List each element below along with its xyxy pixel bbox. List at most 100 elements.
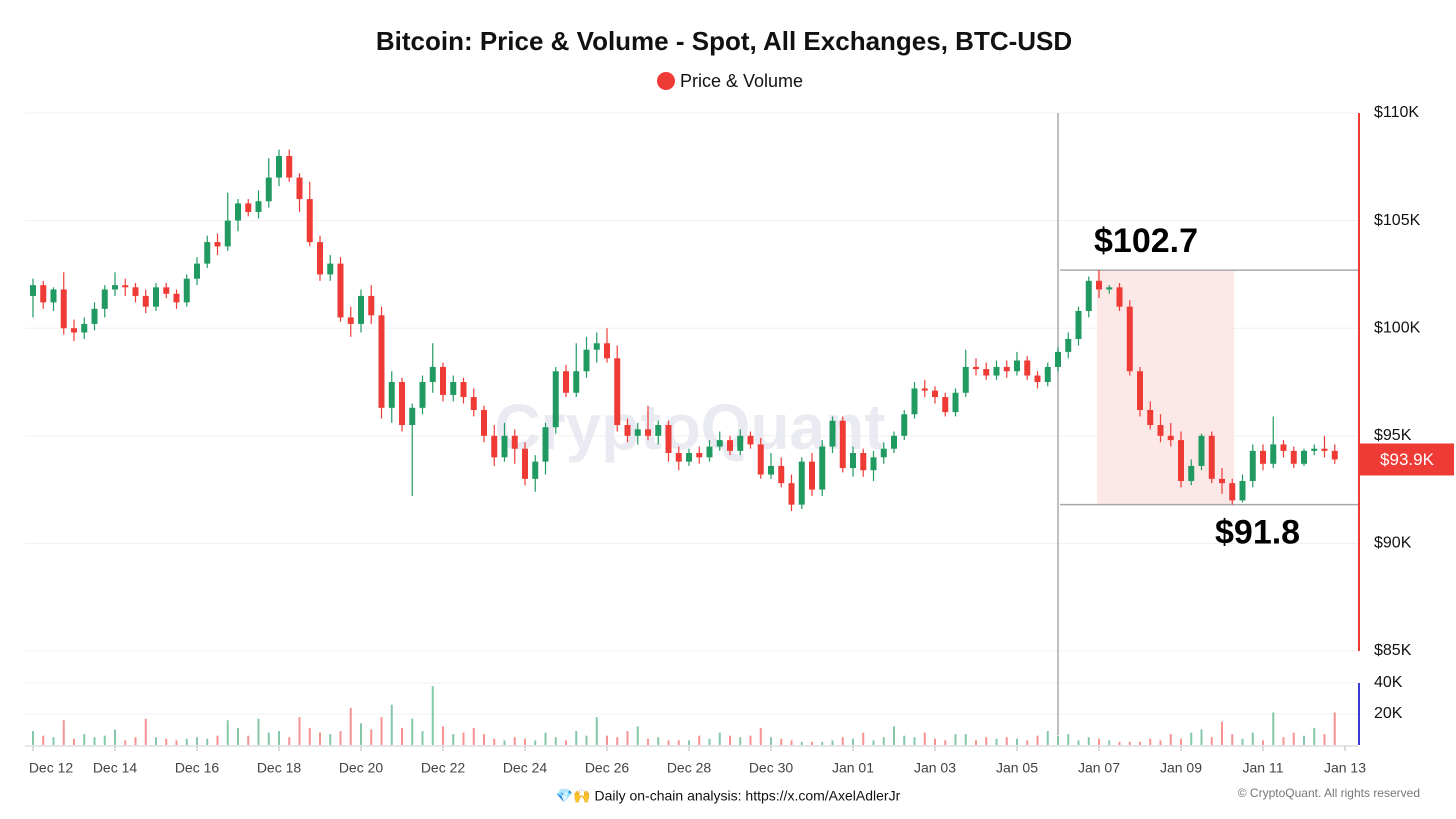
volume-bar (759, 727, 762, 745)
candle-body (30, 285, 36, 296)
volume-bar (380, 717, 383, 745)
volume-bar (780, 738, 783, 745)
candle-body (614, 358, 621, 426)
volume-bar (1005, 737, 1008, 745)
volume-bar (1200, 729, 1203, 745)
candle-body (153, 287, 159, 307)
volume-bar (811, 741, 813, 745)
candle-body (716, 440, 723, 447)
candle-body (1126, 306, 1133, 372)
candle-body (860, 453, 867, 471)
annotation-label: $102.7 (1094, 222, 1198, 260)
candle-body (1106, 287, 1113, 290)
candle-body (1044, 366, 1051, 382)
candle-body (388, 382, 395, 408)
candle-body (429, 366, 436, 382)
candle-body (460, 382, 467, 398)
candle-body (347, 317, 354, 324)
volume-bar (1026, 740, 1029, 745)
x-tick-label: Dec 30 (749, 760, 794, 776)
x-tick-label: Jan 07 (1078, 760, 1120, 776)
candle-body (788, 483, 795, 505)
volume-bar (1067, 734, 1070, 745)
candle-body (624, 425, 631, 436)
volume-bar (1282, 737, 1285, 745)
volume-bar (1139, 741, 1141, 745)
volume-bar (677, 740, 680, 745)
x-tick-label: Jan 13 (1324, 760, 1366, 776)
candle-body (880, 448, 887, 458)
candle-body (245, 203, 252, 212)
volume-bar (964, 734, 967, 745)
volume-bar (882, 737, 885, 745)
y-tick-label: $110K (1374, 104, 1419, 121)
y-tick-label: $100K (1374, 319, 1421, 336)
candle-body (829, 420, 836, 447)
candle-body (1003, 366, 1010, 372)
candle-body (921, 388, 928, 391)
x-tick-label: Jan 05 (996, 760, 1038, 776)
volume-bar (503, 740, 506, 745)
volume-bar (1036, 735, 1039, 745)
candle-body (1085, 280, 1092, 311)
x-tick-label: Jan 09 (1160, 760, 1202, 776)
candle-body (286, 156, 293, 178)
volume-bar (124, 740, 127, 745)
candle-body (358, 295, 364, 324)
candle-body (552, 371, 559, 428)
volume-bar (1221, 721, 1223, 745)
volume-bar (831, 740, 834, 745)
candle-body (952, 392, 959, 413)
volume-bar (1159, 740, 1162, 745)
candle-body (214, 242, 221, 247)
volume-bar (1149, 738, 1152, 745)
volume-bar (913, 737, 916, 745)
volume-bar (800, 741, 803, 745)
volume-bar (1313, 727, 1316, 745)
candle-body (71, 328, 77, 333)
volume-bar (872, 740, 875, 745)
volume-bar (226, 720, 229, 745)
candle-body (368, 295, 375, 316)
candle-body (306, 199, 313, 243)
volume-bar (431, 686, 434, 745)
chart-title: Bitcoin: Price & Volume - Spot, All Exch… (376, 26, 1072, 56)
candle-body (819, 446, 826, 490)
candle-body (1178, 440, 1184, 481)
volume-bar (73, 738, 75, 745)
candle-body (604, 343, 610, 359)
candle-body (317, 242, 323, 275)
candle-body (470, 397, 477, 410)
volume-bar (103, 735, 106, 745)
candle-body (491, 435, 498, 458)
candle-body (583, 349, 590, 372)
volume-bar (42, 735, 45, 745)
x-tick-label: Dec 14 (93, 760, 138, 776)
volume-bar (923, 732, 926, 745)
candle-body (706, 446, 713, 458)
legend-marker (657, 72, 675, 90)
x-tick-label: Dec 18 (257, 760, 302, 776)
candle-body (112, 285, 118, 290)
candle-body (142, 295, 149, 307)
volume-bar (401, 727, 403, 745)
volume-bar (411, 718, 414, 745)
volume-bar (995, 738, 998, 745)
volume-bar (421, 731, 424, 745)
candle-body (40, 285, 47, 303)
candle-body (1147, 409, 1154, 426)
volume-bar (62, 720, 65, 745)
volume-bar (985, 737, 988, 745)
candle-body (1260, 450, 1266, 464)
volume-bar (1016, 738, 1018, 745)
candle-body (593, 343, 600, 350)
candle-body (173, 293, 180, 303)
candle-body (1198, 435, 1205, 466)
x-tick-label: Jan 01 (832, 760, 874, 776)
candle-body (993, 366, 1000, 376)
candle-body (665, 425, 672, 454)
candle-body (204, 242, 211, 264)
volume-bar (513, 737, 516, 745)
candle-body (409, 407, 416, 426)
candle-body (542, 427, 549, 462)
